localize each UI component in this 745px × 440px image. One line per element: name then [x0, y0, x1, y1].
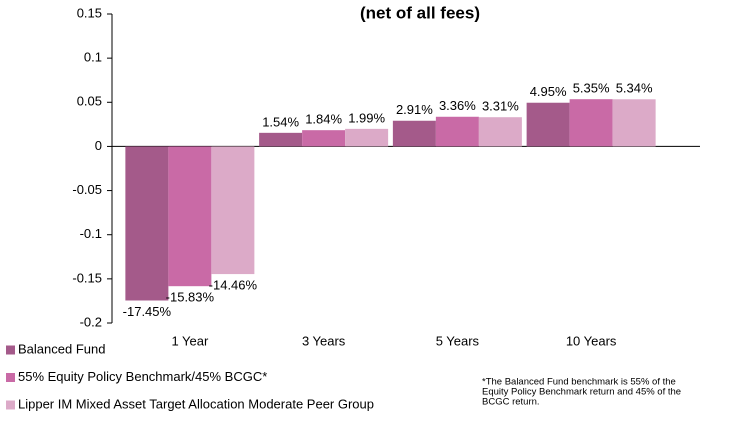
footnote: BCGC return. [482, 397, 540, 408]
legend-label: Lipper IM Mixed Asset Target Allocation … [18, 396, 374, 411]
x-tick-label: 10 Years [566, 333, 617, 348]
x-tick-label: 5 Years [436, 333, 480, 348]
y-tick-label: -0.05 [72, 182, 102, 197]
legend-swatch [6, 400, 15, 410]
legend-swatch [6, 345, 15, 355]
y-tick-label: 0 [95, 138, 102, 153]
bar [392, 120, 436, 147]
footnote: *The Balanced Fund benchmark is 55% of t… [482, 377, 676, 388]
legend-swatch [6, 373, 15, 382]
bar [345, 128, 389, 147]
y-tick-label: -0.2 [80, 314, 102, 329]
legend-label: Balanced Fund [18, 341, 105, 356]
bar [612, 99, 656, 147]
data-label: 1.84% [305, 112, 342, 127]
data-label: 4.95% [530, 84, 567, 99]
data-label: -17.45% [123, 304, 172, 319]
chart-title: (net of all fees) [360, 3, 480, 22]
bar [211, 146, 255, 275]
data-label: -14.46% [209, 278, 258, 293]
y-tick-label: 0.15 [77, 5, 102, 20]
bar [435, 116, 479, 147]
data-label: 3.31% [482, 99, 519, 114]
data-label: 1.99% [348, 110, 385, 125]
legend-label: 55% Equity Policy Benchmark/45% BCGC* [18, 369, 267, 384]
data-label: 3.36% [439, 98, 476, 113]
y-tick-label: -0.15 [72, 270, 102, 285]
bar [478, 117, 522, 147]
data-label: 5.34% [616, 81, 653, 96]
data-label: 5.35% [573, 81, 610, 96]
x-tick-label: 1 Year [171, 333, 209, 348]
bar [259, 132, 303, 147]
bar [302, 130, 346, 147]
footnote: Equity Policy Benchmark return and 45% o… [482, 387, 681, 398]
data-label: -15.83% [166, 290, 215, 305]
bar [569, 99, 613, 147]
x-tick-label: 3 Years [302, 333, 346, 348]
data-label: 1.54% [262, 114, 299, 129]
y-tick-label: 0.1 [84, 50, 102, 65]
data-label: 2.91% [396, 102, 433, 117]
y-tick-label: 0.05 [77, 94, 102, 109]
bar [526, 102, 570, 147]
bar [125, 146, 169, 301]
y-tick-label: -0.1 [80, 226, 102, 241]
bar [168, 146, 212, 287]
